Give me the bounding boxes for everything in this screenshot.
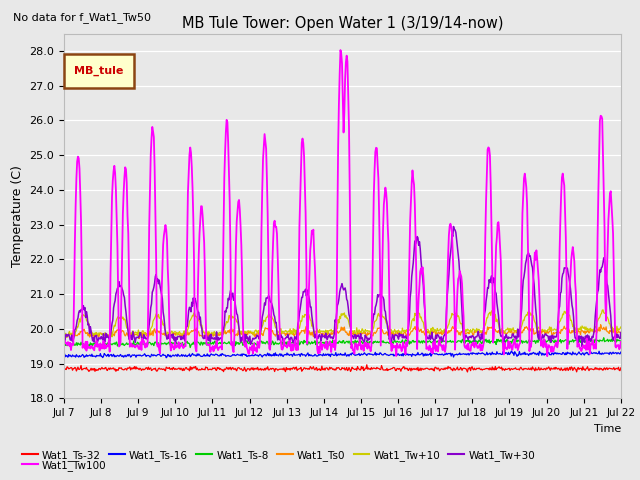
Wat1_Tw100 (543, 353, 551, 359)
Wat1_Tw+30 (617, 330, 625, 336)
Wat1_Tw+30 (578, 344, 586, 349)
Wat1_Ts-8 (186, 345, 194, 350)
Wat1_Ts-8 (70, 341, 78, 347)
Wat1_Ts-32 (428, 367, 435, 372)
Wat1_Tw+10 (128, 330, 136, 336)
Wat1_Ts-32 (60, 366, 68, 372)
Line: Wat1_Tw+10: Wat1_Tw+10 (64, 310, 621, 337)
Line: Wat1_Ts-32: Wat1_Ts-32 (64, 365, 621, 372)
Line: Wat1_Ts-8: Wat1_Ts-8 (64, 338, 621, 348)
Wat1_Ts-8 (214, 341, 222, 347)
Wat1_Tw+30 (214, 338, 221, 344)
Wat1_Ts-32 (184, 366, 192, 372)
Wat1_Ts-16 (127, 354, 135, 360)
Wat1_Ts-8 (184, 341, 192, 347)
Wat1_Tw+30 (426, 336, 434, 342)
Wat1_Tw+10 (60, 334, 68, 339)
Wat1_Ts0 (60, 332, 68, 338)
Wat1_Ts-16 (70, 353, 78, 359)
Wat1_Tw100 (337, 47, 344, 53)
Wat1_Tw+30 (184, 316, 192, 322)
Wat1_Tw+30 (60, 326, 68, 332)
Wat1_Tw+10 (428, 325, 435, 331)
Wat1_Ts0 (617, 329, 625, 335)
Wat1_Ts-32 (70, 366, 78, 372)
Wat1_Tw100 (617, 339, 625, 345)
Wat1_Tw+30 (410, 249, 418, 254)
Wat1_Tw+10 (599, 307, 607, 312)
Wat1_Ts0 (214, 333, 222, 338)
Wat1_Tw+30 (70, 334, 78, 340)
Text: MB_tule: MB_tule (74, 66, 124, 76)
Wat1_Ts-8 (617, 338, 625, 344)
Line: Wat1_Ts0: Wat1_Ts0 (64, 324, 621, 339)
Wat1_Ts-32 (363, 362, 371, 368)
Wat1_Ts-8 (600, 335, 607, 341)
Wat1_Ts0 (127, 331, 135, 336)
Wat1_Tw+10 (214, 330, 222, 336)
Wat1_Ts-8 (60, 342, 68, 348)
Wat1_Tw100 (60, 339, 68, 345)
Legend: Wat1_Ts-32, Wat1_Ts-16, Wat1_Ts-8, Wat1_Ts0, Wat1_Tw+10, Wat1_Tw+30: Wat1_Ts-32, Wat1_Ts-16, Wat1_Ts-8, Wat1_… (18, 446, 539, 465)
Wat1_Ts-8 (411, 338, 419, 344)
Wat1_Ts-8 (127, 341, 135, 347)
Wat1_Tw+10 (617, 324, 625, 330)
Wat1_Tw100 (411, 202, 419, 207)
Text: No data for f_Wat1_Tw50: No data for f_Wat1_Tw50 (13, 12, 151, 23)
Wat1_Ts-32 (411, 367, 419, 372)
Wat1_Ts-16 (428, 353, 435, 359)
Line: Wat1_Tw+30: Wat1_Tw+30 (64, 227, 621, 347)
Legend: Wat1_Tw100: Wat1_Tw100 (18, 456, 111, 475)
Wat1_Tw100 (127, 341, 135, 347)
Text: Time: Time (593, 424, 621, 434)
Wat1_Ts0 (428, 329, 435, 335)
Y-axis label: Temperature (C): Temperature (C) (11, 165, 24, 267)
Wat1_Ts-8 (428, 340, 435, 346)
FancyBboxPatch shape (64, 54, 134, 88)
Wat1_Ts-16 (60, 354, 68, 360)
Wat1_Tw+30 (127, 333, 135, 338)
Title: MB Tule Tower: Open Water 1 (3/19/14-now): MB Tule Tower: Open Water 1 (3/19/14-now… (182, 16, 503, 31)
Wat1_Ts-16 (508, 348, 515, 354)
Wat1_Ts0 (184, 329, 192, 335)
Wat1_Ts-32 (127, 365, 135, 371)
Line: Wat1_Tw100: Wat1_Tw100 (64, 50, 621, 356)
Wat1_Ts-16 (214, 353, 222, 359)
Wat1_Ts0 (597, 322, 605, 327)
Wat1_Tw+10 (63, 335, 70, 340)
Wat1_Tw100 (214, 345, 221, 350)
Wat1_Ts-32 (214, 365, 221, 371)
Wat1_Tw+10 (71, 332, 79, 337)
Wat1_Tw100 (428, 349, 435, 355)
Wat1_Ts-32 (617, 365, 625, 371)
Wat1_Ts-32 (463, 369, 471, 375)
Wat1_Tw100 (70, 289, 78, 295)
Wat1_Ts-16 (163, 355, 170, 360)
Wat1_Ts0 (70, 332, 78, 338)
Wat1_Ts0 (411, 324, 419, 330)
Wat1_Tw+10 (411, 311, 419, 316)
Wat1_Ts-16 (617, 349, 625, 355)
Wat1_Ts0 (204, 336, 212, 342)
Wat1_Tw+30 (450, 224, 458, 229)
Wat1_Tw100 (184, 190, 192, 196)
Wat1_Ts-16 (411, 352, 419, 358)
Wat1_Ts-16 (185, 353, 193, 359)
Line: Wat1_Ts-16: Wat1_Ts-16 (64, 351, 621, 358)
Wat1_Tw+10 (185, 324, 193, 329)
